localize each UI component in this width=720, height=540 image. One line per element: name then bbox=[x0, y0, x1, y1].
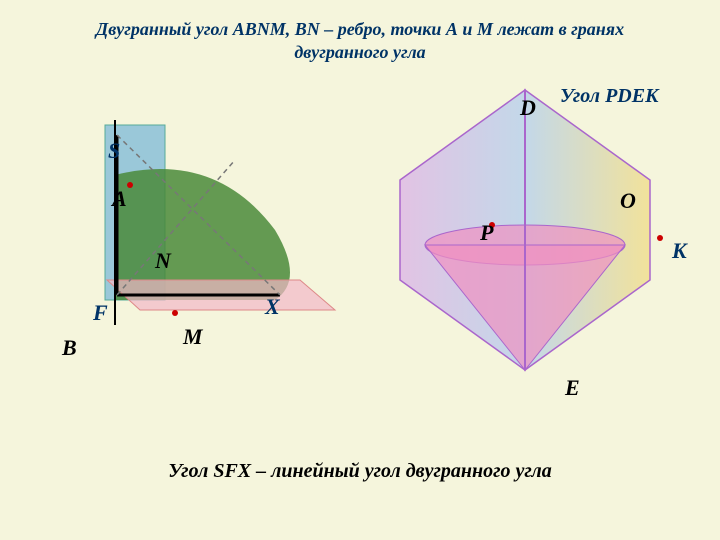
title-line1: Двугранный угол АВNM, BN – ребро, точки … bbox=[0, 18, 720, 41]
label-S: S bbox=[108, 138, 120, 164]
label-X: X bbox=[265, 294, 280, 320]
label-E: E bbox=[565, 375, 580, 401]
label-P: P bbox=[480, 220, 493, 246]
label-M: M bbox=[183, 324, 203, 350]
label-N: N bbox=[155, 248, 171, 274]
title-line2: двугранного угла bbox=[0, 41, 720, 64]
label-A: A bbox=[112, 186, 127, 212]
label-D: D bbox=[520, 95, 536, 121]
label-K: K bbox=[672, 238, 687, 264]
label-F: F bbox=[93, 300, 108, 326]
right-diagram bbox=[390, 80, 700, 390]
label-B: B bbox=[62, 335, 77, 361]
caption-sfx: Угол SFX – линейный угол двугранного угл… bbox=[0, 460, 720, 483]
title: Двугранный угол АВNM, BN – ребро, точки … bbox=[0, 0, 720, 65]
label-O: O bbox=[620, 188, 636, 214]
caption-pdek: Угол PDEK bbox=[560, 85, 658, 108]
